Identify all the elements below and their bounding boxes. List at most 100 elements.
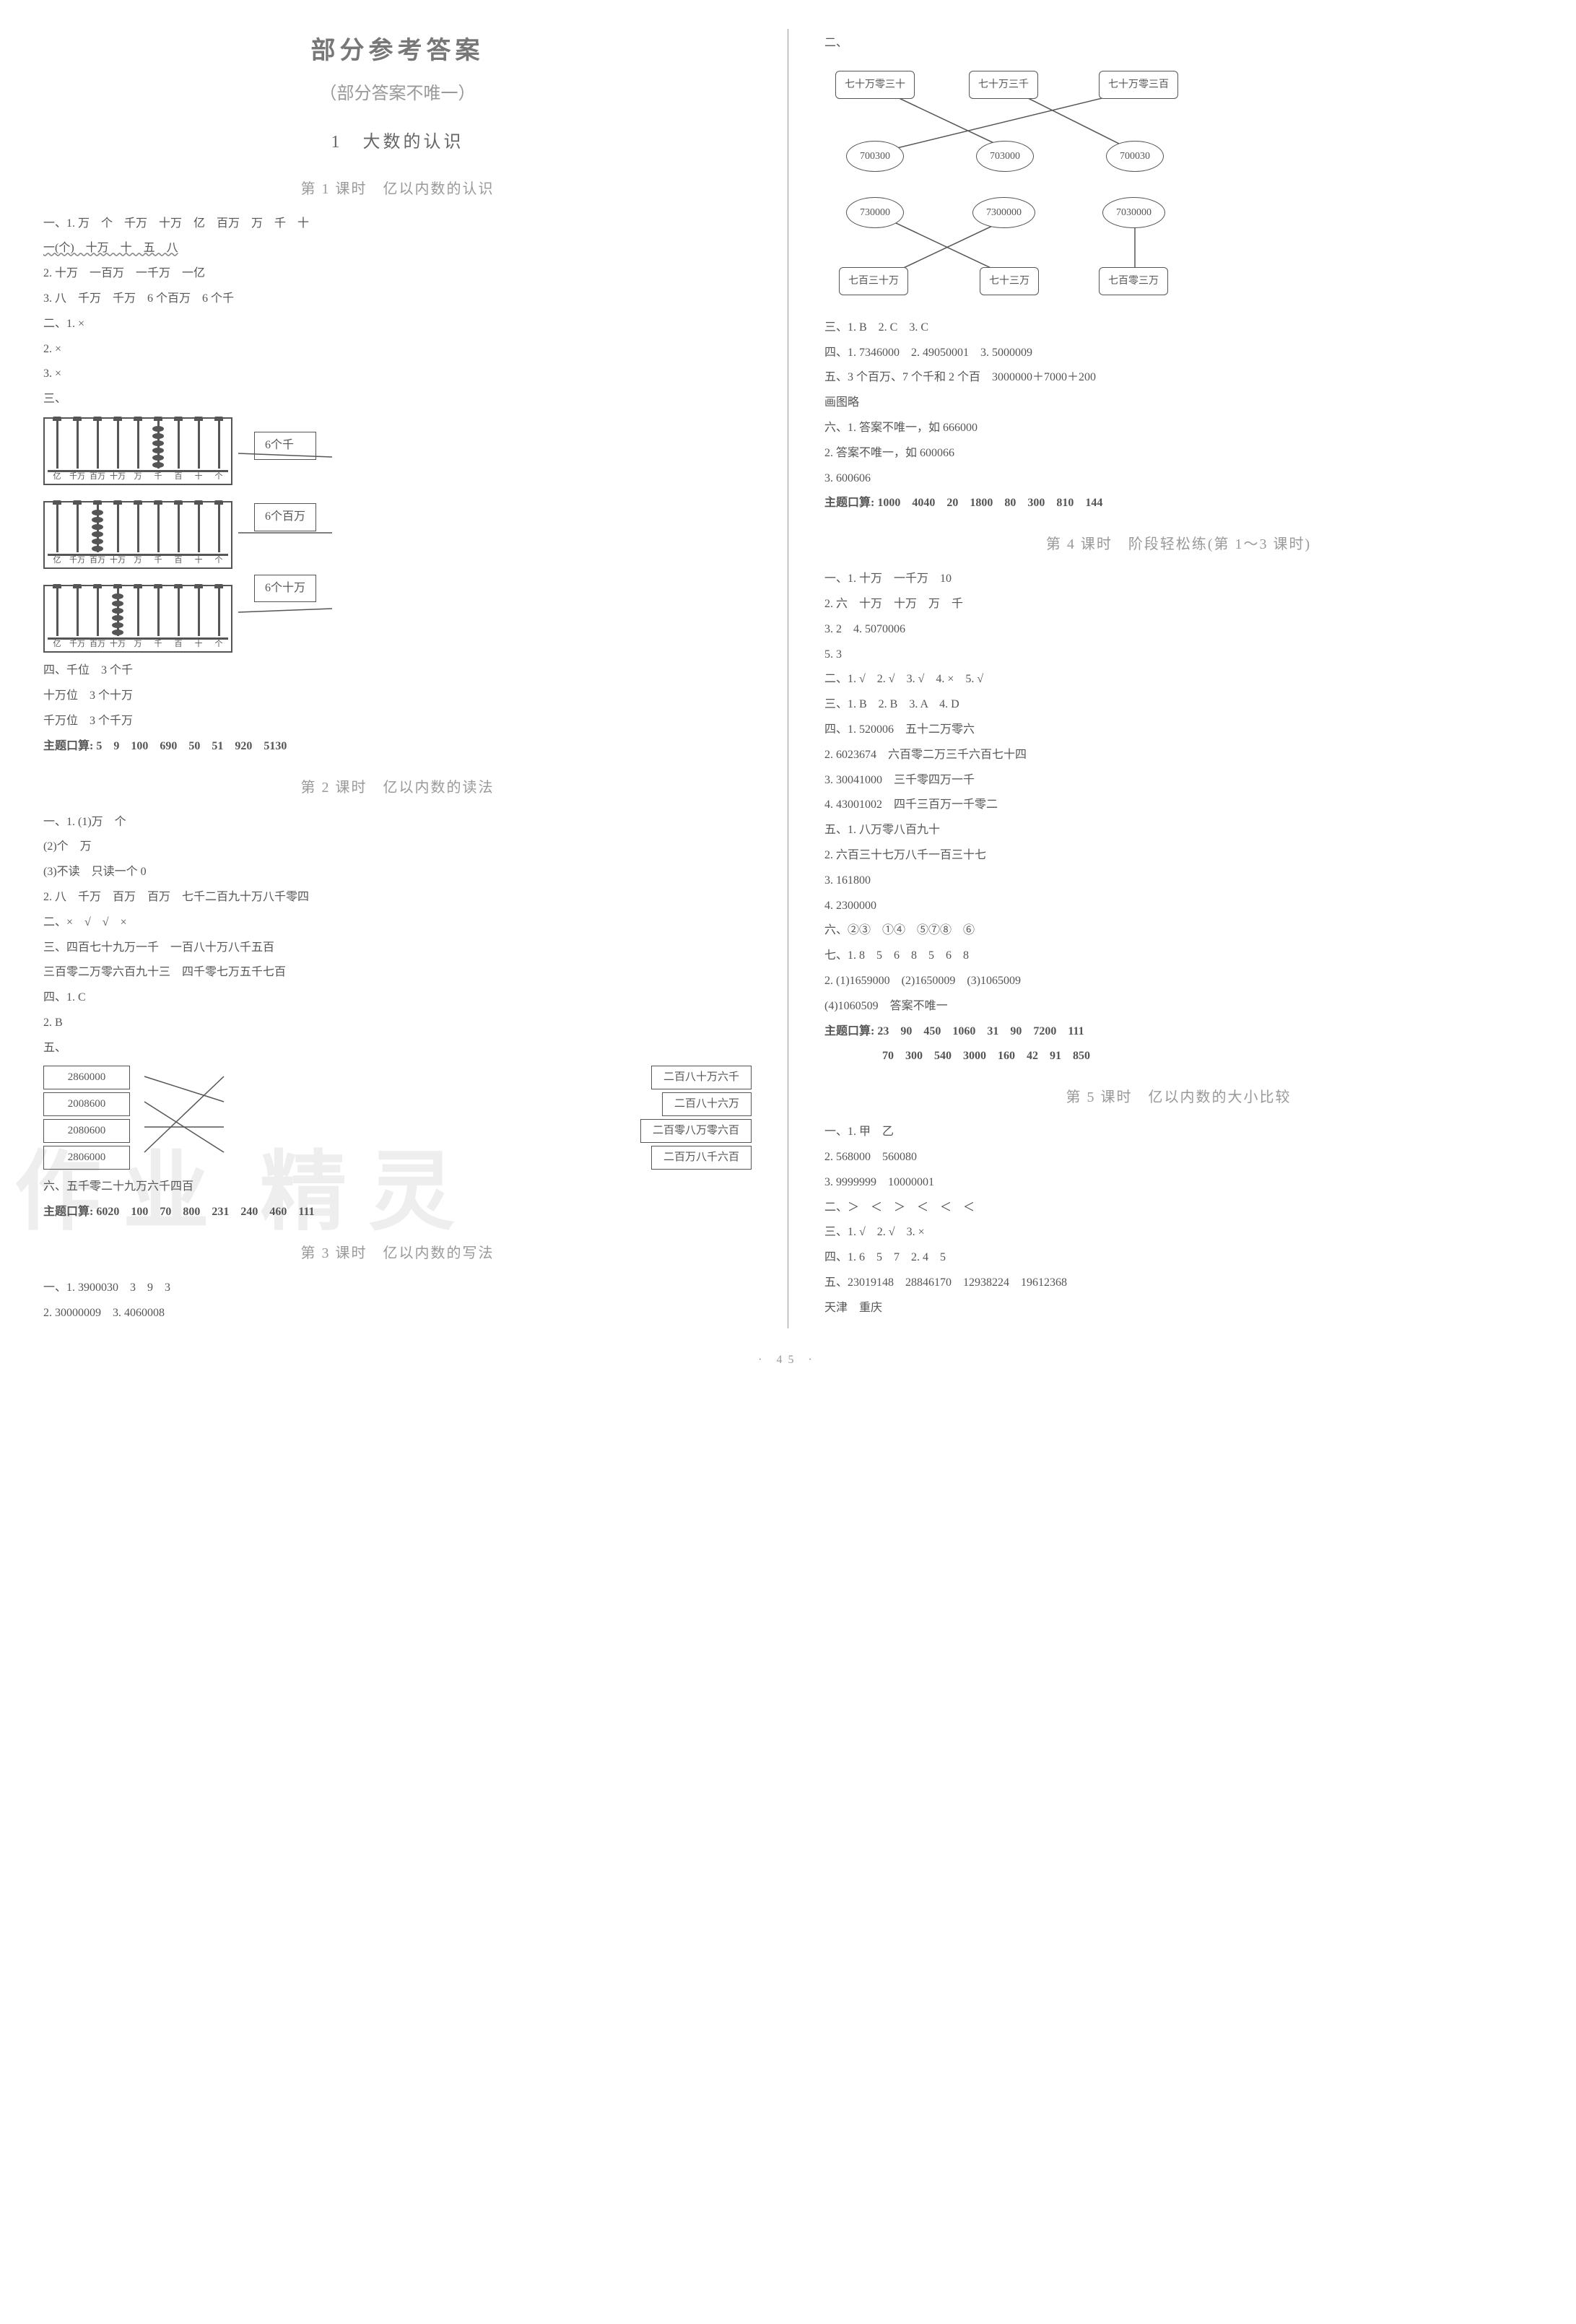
sub-title: （部分答案不唯一） — [43, 79, 752, 110]
text-line: 3. 161800 — [824, 871, 1533, 892]
text-line: 天津 重庆 — [824, 1298, 1533, 1319]
text-line: 主题口算: 5 9 100 690 50 51 920 5130 — [43, 736, 752, 757]
abacus-set: 亿千万百万十万万千百十个亿千万百万十万万千百十个亿千万百万十万万千百十个 — [43, 417, 232, 653]
text-line: 70 300 540 3000 160 42 91 850 — [824, 1046, 1533, 1067]
text-line: 3. × — [43, 364, 752, 385]
text-line: 画图略 — [824, 393, 1533, 414]
text-line: 四、1. 6 5 7 2. 4 5 — [824, 1248, 1533, 1268]
text-line: 四、1. 520006 五十二万零六 — [824, 720, 1533, 741]
match-box: 6个百万 — [254, 503, 316, 531]
text-line: (4)1060509 答案不唯一 — [824, 996, 1533, 1017]
cloud-diagram-2: 730000 7300000 7030000 七百三十万 七十三万 七百零三万 — [824, 191, 1533, 307]
cloud-node: 七十万零三百 — [1099, 71, 1178, 99]
abacus: 亿千万百万十万万千百十个 — [43, 501, 232, 569]
text-line: 2. 十万 一百万 一千万 一亿 — [43, 264, 752, 284]
text-line: 2. 568000 560080 — [824, 1147, 1533, 1168]
text-line: 一、1. (1)万 个 — [43, 812, 752, 833]
text-line: 四、1. C — [43, 988, 752, 1009]
text-line: 2. 六 十万 十万 万 千 — [824, 594, 1533, 615]
match-row: 2860000 二百八十万六千 — [43, 1066, 752, 1089]
text-line: 三、四百七十九万一千 一百八十万八千五百 — [43, 938, 752, 959]
cloud-node: 七百三十万 — [839, 267, 908, 295]
section-4-title: 第 4 课时 阶段轻松练(第 1～3 课时) — [824, 531, 1533, 557]
num-box: 二百八十六万 — [662, 1092, 752, 1116]
text-line: 主题口算: 23 90 450 1060 31 90 7200 111 — [824, 1022, 1533, 1043]
text-line: 二、1. √ 2. √ 3. √ 4. × 5. √ — [824, 669, 1533, 690]
number-matching-diagram: 2860000 二百八十万六千 2008600 二百八十六万 2080600 二… — [43, 1066, 752, 1170]
oval-node: 7030000 — [1102, 197, 1165, 228]
num-box: 2008600 — [43, 1092, 130, 1116]
cloud-lines — [824, 65, 1533, 180]
text-line: 十万位 3 个十万 — [43, 686, 752, 707]
oval-node: 700300 — [846, 141, 904, 172]
text-line: 六、五千零二十九万六千四百 — [43, 1177, 752, 1198]
match-labels: 6个千 6个百万 6个十万 — [254, 417, 316, 602]
text-line: 三、1. B 2. B 3. A 4. D — [824, 695, 1533, 715]
text-line: 一、1. 万 个 千万 十万 亿 百万 万 千 十 — [43, 214, 752, 235]
text-line: 三、1. B 2. C 3. C — [824, 318, 1533, 339]
text-line: 一、1. 甲 乙 — [824, 1122, 1533, 1143]
text-line: 六、1. 答案不唯一，如 666000 — [824, 418, 1533, 439]
num-box: 二百万八千六百 — [651, 1146, 752, 1170]
section-3-title: 第 3 课时 亿以内数的写法 — [43, 1240, 752, 1266]
text-line: 四、1. 7346000 2. 49050001 3. 5000009 — [824, 343, 1533, 364]
oval-node: 730000 — [846, 197, 904, 228]
page-number: · 45 · — [43, 1350, 1533, 1371]
text-line: 2. 30000009 3. 4060008 — [43, 1303, 752, 1324]
text-line: 五、23019148 28846170 12938224 19612368 — [824, 1273, 1533, 1294]
left-column: 部分参考答案 （部分答案不唯一） 1 大数的认识 第 1 课时 亿以内数的认识 … — [43, 29, 752, 1328]
num-box: 二百零八万零六百 — [640, 1119, 752, 1143]
text-line: 2. (1)1659000 (2)1650009 (3)1065009 — [824, 971, 1533, 992]
text-line: 二、 — [824, 33, 1533, 54]
text-line: 3. 9999999 10000001 — [824, 1172, 1533, 1193]
text-line: 2. 6023674 六百零二万三千六百七十四 — [824, 745, 1533, 766]
section-1-title: 第 1 课时 亿以内数的认识 — [43, 176, 752, 202]
text-line: 主题口算: 1000 4040 20 1800 80 300 810 144 — [824, 493, 1533, 514]
cloud-diagram-1: 七十万零三十 七十万三千 七十万零三百 700300 703000 700030 — [824, 65, 1533, 180]
oval-node: 7300000 — [972, 197, 1035, 228]
num-box: 2806000 — [43, 1146, 130, 1170]
text-line: 五、3 个百万、7 个千和 2 个百 3000000＋7000＋200 — [824, 367, 1533, 388]
match-row: 2080600 二百零八万零六百 — [43, 1119, 752, 1143]
wavy-text: 一(个) 十万 十 五 八 — [43, 242, 178, 254]
text-line: 2. B — [43, 1013, 752, 1034]
text-line: (2)个 万 — [43, 837, 752, 858]
text-line: 3. 八 千万 千万 6 个百万 6 个千 — [43, 289, 752, 310]
text-line: 3. 30041000 三千零四万一千 — [824, 770, 1533, 791]
section-2-title: 第 2 课时 亿以内数的读法 — [43, 775, 752, 801]
text-line: 五、 — [43, 1038, 752, 1059]
text-line: 二、1. × — [43, 314, 752, 335]
cloud-node: 七十万零三十 — [835, 71, 915, 99]
cloud-node: 七百零三万 — [1099, 267, 1168, 295]
text-line: 2. × — [43, 339, 752, 360]
num-box: 2860000 — [43, 1066, 130, 1089]
text-line: 2. 六百三十七万八千一百三十七 — [824, 845, 1533, 866]
text-line: 4. 43001002 四千三百万一千零二 — [824, 795, 1533, 816]
abacus: 亿千万百万十万万千百十个 — [43, 585, 232, 653]
oval-node: 700030 — [1106, 141, 1164, 172]
num-box: 二百八十万六千 — [651, 1066, 752, 1089]
text-line: 三百零二万零六百九十三 四千零七万五千七百 — [43, 962, 752, 983]
text-line: 四、千位 3 个千 — [43, 661, 752, 682]
abacus: 亿千万百万十万万千百十个 — [43, 417, 232, 485]
text-line: 一(个) 十万 十 五 八 — [43, 238, 752, 259]
match-box: 6个千 — [254, 432, 316, 460]
text-line: 一、1. 3900030 3 9 3 — [43, 1278, 752, 1299]
text-line: 主题口算: 6020 100 70 800 231 240 460 111 — [43, 1202, 752, 1223]
text-line: 三、 — [43, 389, 752, 410]
page-container: 部分参考答案 （部分答案不唯一） 1 大数的认识 第 1 课时 亿以内数的认识 … — [43, 29, 1533, 1328]
text-line: 千万位 3 个千万 — [43, 711, 752, 732]
match-row: 2008600 二百八十六万 — [43, 1092, 752, 1116]
section-5-title: 第 5 课时 亿以内数的大小比较 — [824, 1084, 1533, 1110]
text-line: 2. 答案不唯一，如 600066 — [824, 443, 1533, 464]
main-title: 部分参考答案 — [43, 29, 752, 73]
text-line: 3. 600606 — [824, 469, 1533, 489]
text-line: 五、1. 八万零八百九十 — [824, 820, 1533, 841]
right-column: 二、 七十万零三十 七十万三千 七十万零三百 700300 703000 700… — [824, 29, 1533, 1328]
chapter-title: 1 大数的认识 — [43, 127, 752, 158]
match-box: 6个十万 — [254, 575, 316, 603]
text-line: 二、× √ √ × — [43, 913, 752, 933]
oval-node: 703000 — [976, 141, 1034, 172]
text-line: 一、1. 十万 一千万 10 — [824, 569, 1533, 590]
text-line: 3. 2 4. 5070006 — [824, 619, 1533, 640]
